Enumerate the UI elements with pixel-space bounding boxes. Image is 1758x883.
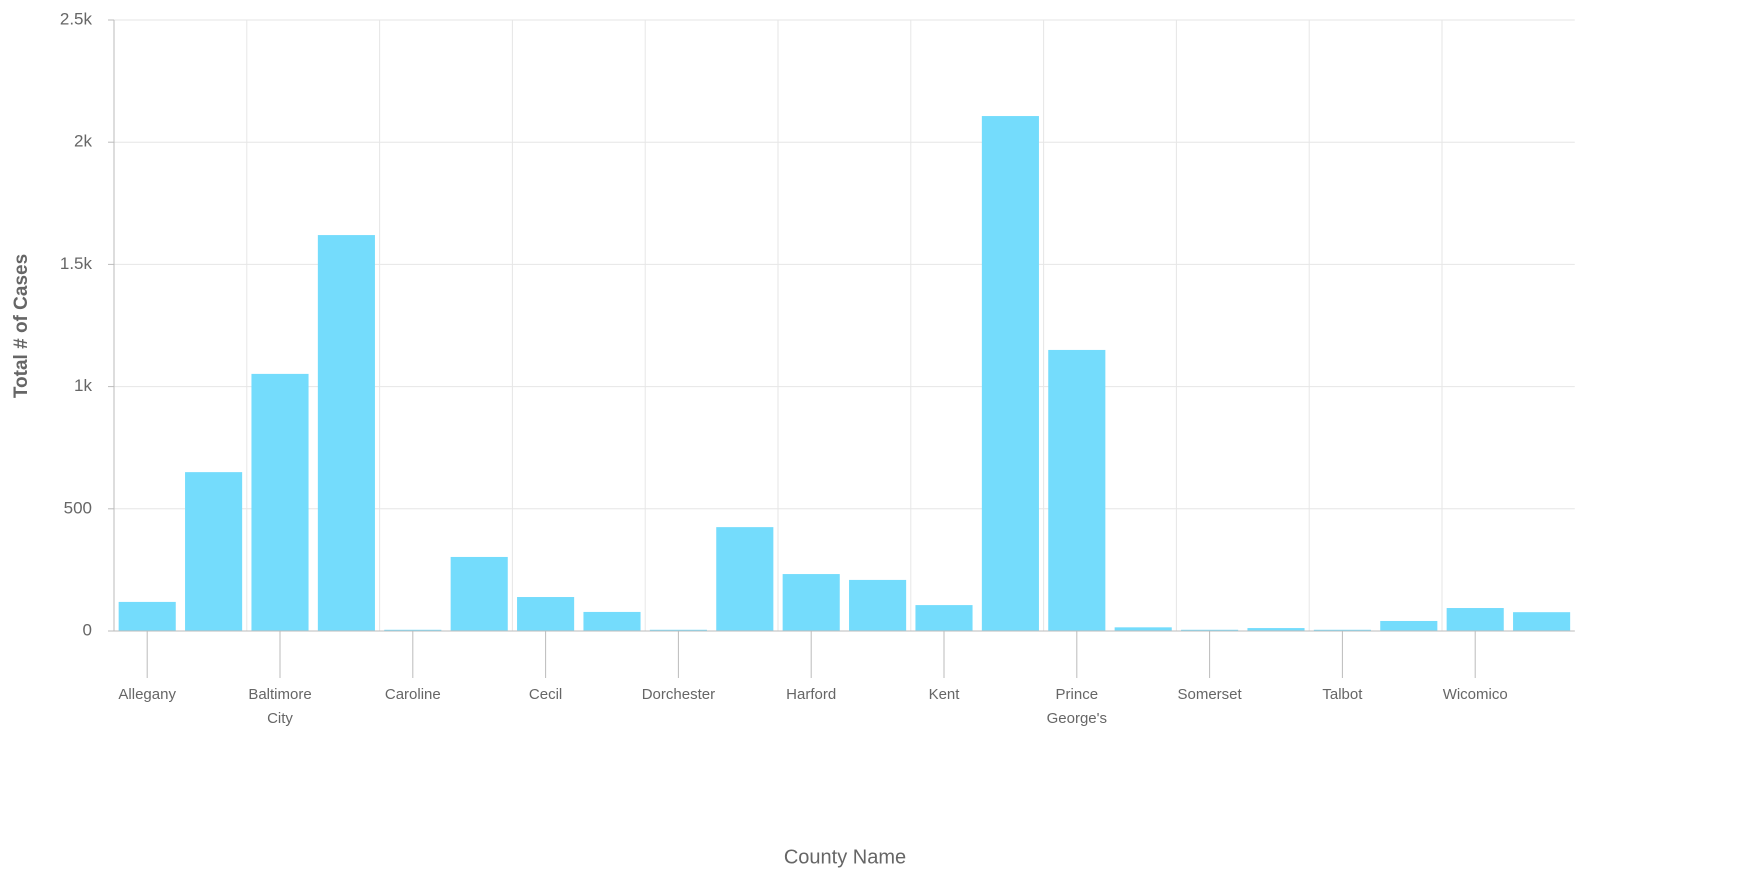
bar: [915, 605, 973, 631]
bar: [981, 116, 1039, 632]
x-tick-label: Prince George's: [1047, 686, 1107, 727]
y-tick-label: 2.5k: [60, 9, 93, 28]
bar: [450, 556, 508, 631]
bar: [1114, 627, 1172, 631]
bar: [384, 629, 442, 631]
bar: [251, 373, 309, 631]
bar: [185, 472, 243, 631]
x-tick-label: Baltimore City: [248, 686, 311, 727]
bar: [782, 574, 840, 631]
bar: [849, 579, 907, 631]
y-tick-label: 2k: [74, 132, 92, 151]
x-tick-label: Wicomico: [1443, 686, 1508, 703]
x-tick-label: Allegany: [118, 686, 176, 703]
bar: [1181, 629, 1239, 631]
y-tick-label: 0: [83, 620, 92, 639]
x-tick-label: Caroline: [385, 686, 441, 703]
x-tick-label: Harford: [786, 686, 836, 703]
bar: [583, 611, 641, 631]
x-axis-title: County Name: [784, 846, 906, 868]
x-tick-label: Somerset: [1177, 686, 1242, 703]
y-axis-title: Total # of Cases: [11, 254, 32, 398]
bar: [1380, 620, 1438, 631]
bar: [716, 527, 774, 631]
bar: [118, 601, 176, 631]
x-tick-label: Cecil: [529, 686, 562, 703]
bar: [1247, 628, 1305, 631]
x-tick-label: Dorchester: [642, 686, 715, 703]
y-tick-label: 500: [64, 498, 92, 517]
y-tick-label: 1k: [74, 376, 92, 395]
bar: [1313, 629, 1371, 631]
bar: [517, 597, 575, 631]
bar: [1446, 608, 1504, 631]
bar: [649, 629, 707, 631]
y-tick-label: 1.5k: [60, 254, 93, 273]
x-tick-label: Kent: [929, 686, 961, 703]
bar: [1513, 612, 1571, 631]
bar: [317, 235, 375, 631]
x-tick-label: Talbot: [1322, 686, 1363, 703]
bar: [1048, 349, 1106, 631]
